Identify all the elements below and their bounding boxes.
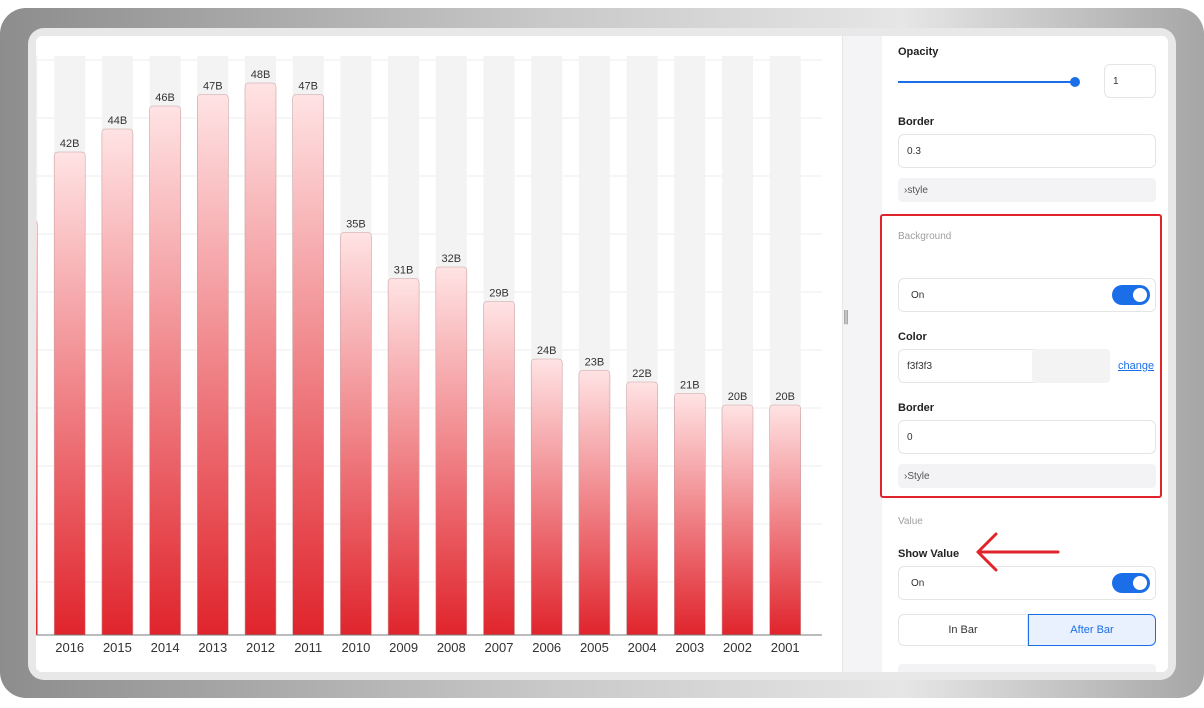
x-tick-label: 2005 (580, 640, 609, 655)
opacity-label: Opacity (898, 46, 939, 58)
value-label: 20B (775, 391, 795, 403)
value-label: 44B (108, 115, 128, 127)
x-tick-label: 2002 (723, 640, 752, 655)
value-label: 22B (632, 368, 652, 380)
next-section-collapsed (898, 664, 1156, 672)
bar-2015[interactable] (101, 128, 134, 636)
opacity-slider-thumb[interactable] (1070, 77, 1080, 87)
settings-panel: Opacity 1 Border 0.3 ›style Background O… (882, 36, 1168, 672)
opacity-input[interactable]: 1 (1104, 64, 1156, 98)
x-tick-label: 2008 (437, 640, 466, 655)
background-toggle-row: On (898, 278, 1156, 312)
chart-area: 36B201742B201644B201546B201447B201348B20… (36, 36, 842, 672)
background-highlight-box (880, 214, 1162, 498)
show-value-toggle[interactable] (1112, 573, 1150, 593)
value-section-title: Value (898, 516, 923, 527)
show-value-on-label: On (911, 577, 925, 589)
bar-2003[interactable] (674, 393, 706, 636)
x-tick-label: 2015 (103, 640, 132, 655)
color-swatch[interactable] (1032, 349, 1110, 383)
color-value: f3f3f3 (907, 360, 933, 372)
bar-chart: 36B201742B201644B201546B201447B201348B20… (36, 56, 822, 655)
bar-2009[interactable] (387, 278, 420, 636)
opacity-slider-track (898, 81, 1074, 83)
bar-2017[interactable] (36, 221, 38, 636)
in-bar-button[interactable]: In Bar (898, 614, 1028, 646)
background-on-label: On (911, 289, 925, 301)
style-toggle[interactable]: ›style (898, 178, 1156, 202)
bar-2006[interactable] (530, 358, 563, 636)
bar-2007[interactable] (483, 301, 515, 636)
x-tick-label: 2011 (294, 640, 322, 655)
after-bar-button[interactable]: After Bar (1028, 614, 1156, 646)
background-section-title: Background (898, 231, 952, 242)
bar-2005[interactable] (578, 370, 611, 636)
x-tick-label: 2007 (485, 640, 514, 655)
bar-2008[interactable] (435, 266, 468, 636)
border-label: Border (898, 116, 935, 128)
bar-2016[interactable] (53, 151, 86, 636)
change-color-link[interactable]: change (1118, 360, 1155, 372)
bar-2014[interactable] (149, 105, 181, 636)
x-tick-label: 2013 (198, 640, 227, 655)
opacity-slider[interactable] (898, 76, 1080, 88)
background-toggle[interactable] (1112, 285, 1150, 305)
value-label: 32B (442, 253, 462, 265)
value-label: 20B (728, 391, 748, 403)
resize-handle-icon[interactable]: ‖ (842, 309, 850, 325)
bar-2013[interactable] (197, 94, 229, 636)
value-label: 21B (680, 380, 700, 392)
x-tick-label: 2012 (246, 640, 275, 655)
value-label: 46B (155, 92, 175, 104)
panel-divider[interactable] (842, 36, 883, 672)
value-label: 35B (346, 219, 366, 231)
background-border-label: Border (898, 402, 935, 414)
value-label: 42B (60, 138, 80, 150)
x-tick-label: 2009 (389, 640, 418, 655)
bar-2002[interactable] (721, 404, 754, 636)
bar-2004[interactable] (626, 381, 658, 636)
value-label: 23B (585, 357, 605, 369)
border-input[interactable]: 0.3 (898, 134, 1156, 168)
background-style-toggle[interactable]: ›Style (898, 464, 1156, 488)
x-tick-label: 2010 (341, 640, 370, 655)
value-label: 24B (537, 345, 557, 357)
show-value-label: Show Value (898, 548, 960, 560)
value-label: 48B (251, 69, 271, 81)
bar-2011[interactable] (292, 94, 324, 636)
x-tick-label: 2001 (771, 640, 800, 655)
background-border-input[interactable]: 0 (898, 420, 1156, 454)
value-label: 47B (298, 81, 318, 93)
x-tick-label: 2004 (628, 640, 657, 655)
annotation-arrow-icon (976, 532, 1060, 572)
bar-2001[interactable] (769, 404, 801, 636)
value-label: 31B (394, 265, 414, 277)
bar-2012[interactable] (244, 82, 277, 636)
x-tick-label: 2016 (55, 640, 84, 655)
value-label: 47B (203, 81, 223, 93)
value-label: 29B (489, 288, 509, 300)
x-tick-label: 2006 (532, 640, 561, 655)
bar-2010[interactable] (340, 232, 372, 636)
x-tick-label: 2003 (675, 640, 704, 655)
x-tick-label: 2014 (151, 640, 180, 655)
app-window: 36B201742B201644B201546B201447B201348B20… (36, 36, 1168, 672)
color-label: Color (898, 331, 927, 343)
